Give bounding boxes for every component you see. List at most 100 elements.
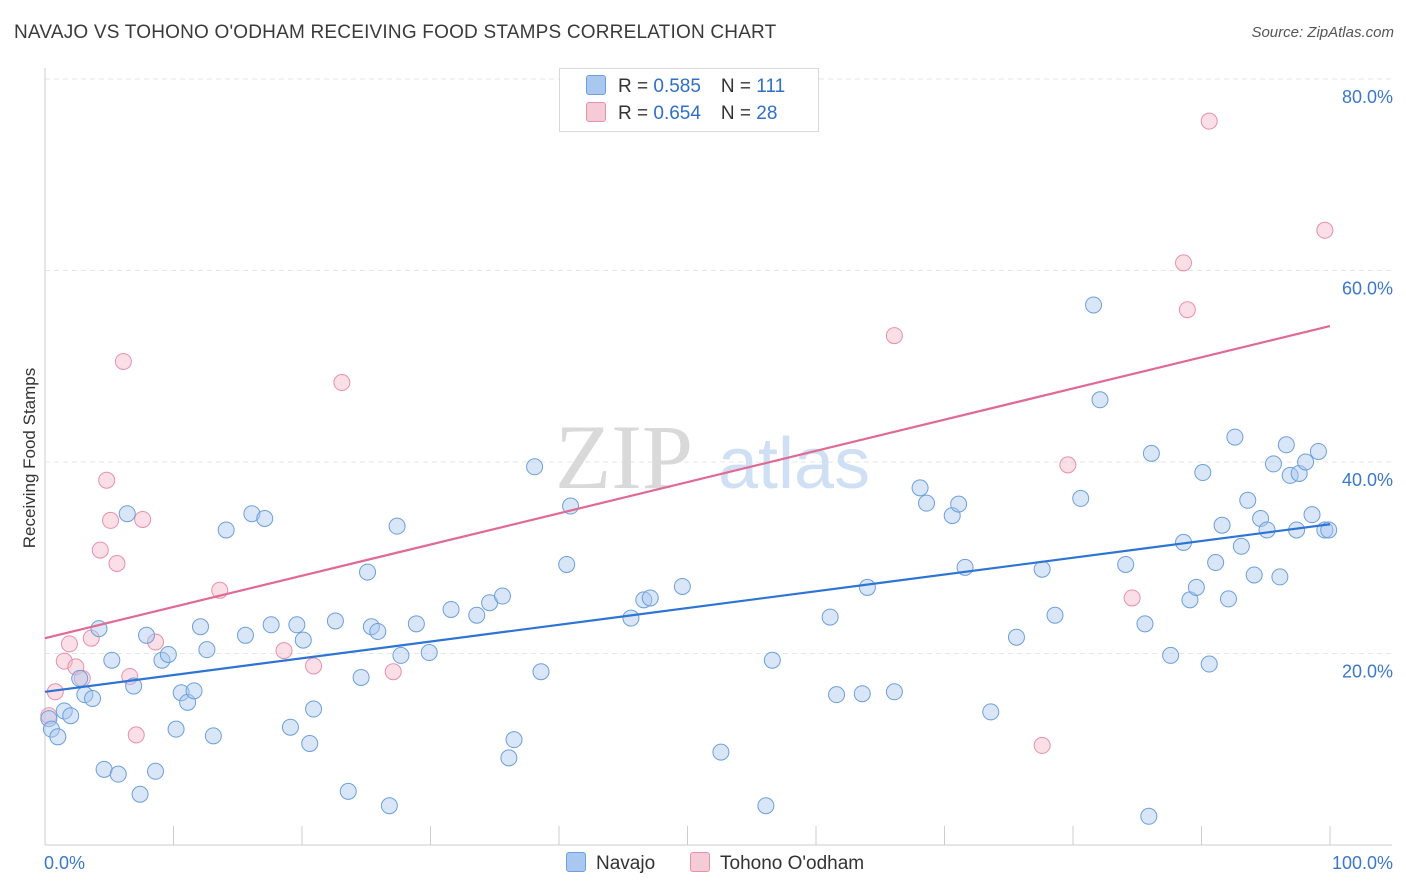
y-tick-label: 80.0% [1342,87,1393,107]
navajo-point [757,797,775,815]
navajo-point [392,646,410,664]
grid-lines [45,78,1392,654]
navajo-point [641,589,659,607]
tick-labels: 20.0% 40.0% 60.0% 80.0% 0.0% 100.0% [44,87,1393,873]
navajo-point [281,718,299,736]
navajo-point [1245,566,1263,584]
navajo-point [1200,655,1218,673]
navajo-point [84,690,102,708]
navajo-point [885,683,903,701]
tohono-point [333,374,351,392]
navajo-point [622,609,640,627]
tohono-point [91,541,109,559]
navajo-point [982,703,1000,721]
legend-swatch-navajo [586,75,606,95]
bottom-legend: Navajo Tohono O'odham [0,852,1406,878]
navajo-point [388,517,406,535]
navajo-point [301,735,319,753]
navajo-point [243,505,261,523]
navajo-point [62,707,80,725]
tohono-point [1200,112,1218,130]
navajo-point [262,616,280,634]
tohono-point [275,642,293,660]
navajo-point [118,505,136,523]
legend-row-navajo: R = 0.585 N = 111 [586,75,785,101]
navajo-point [1142,444,1160,462]
navajo-point [1277,436,1295,454]
legend-swatch-tohono [586,102,606,122]
navajo-point [558,555,576,573]
navajo-point [918,494,936,512]
tohono-point [384,663,402,681]
navajo-point [159,645,177,663]
navajo-point [1213,516,1231,534]
navajo-point [198,641,216,659]
navajo-point [526,458,544,476]
navajo-trend-line [44,523,1331,693]
navajo-point [1309,442,1327,460]
trend-lines [44,324,1331,693]
tohono-point [1316,221,1334,239]
legend-n-navajo: 111 [756,76,786,97]
navajo-point [468,606,486,624]
x-tick-label-min: 0.0% [44,853,85,873]
navajo-point [821,608,839,626]
legend-r-navajo: 0.585 [653,76,701,97]
navajo-point [493,587,511,605]
navajo-point [359,563,377,581]
navajo-point [172,684,190,702]
navajo-point [1046,606,1064,624]
tohono-point [102,511,120,529]
navajo-point [828,686,846,704]
navajo-point [147,762,165,780]
navajo-point [858,578,876,596]
navajo-point [505,731,523,749]
navajo-point [1140,807,1158,825]
legend-n-tohono: 28 [756,103,778,124]
navajo-point [339,782,357,800]
tohono-point [1178,301,1196,319]
navajo-point [71,669,89,687]
bottom-legend-swatch-tohono [690,852,710,872]
navajo-point [500,749,518,767]
navajo-point [153,651,171,669]
navajo-point [109,765,127,783]
navajo-point [853,685,871,703]
navajo-point [1136,615,1154,633]
navajo-point [1226,428,1244,446]
navajo-point [1187,578,1205,596]
navajo-point [1194,464,1212,482]
navajo-point [369,622,387,640]
navajo-point [305,700,323,718]
navajo-point [131,785,149,803]
navajo-point [1207,554,1225,572]
navajo-point [217,521,235,539]
tohono-point [98,471,116,489]
navajo-point [1303,506,1321,524]
navajo-point [288,616,306,634]
tohono-point [1059,456,1077,474]
watermark-zip: ZIP [555,406,693,508]
navajo-point [1091,391,1109,409]
bottom-legend-swatch-navajo [566,852,586,872]
y-tick-label: 60.0% [1342,279,1393,299]
navajo-point [532,663,550,681]
chart-title: NAVAJO VS TOHONO O'ODHAM RECEIVING FOOD … [14,22,777,43]
navajo-point [103,651,121,669]
navajo-point [673,577,691,595]
navajo-point [1239,491,1257,509]
navajo-point [204,727,222,745]
bottom-legend-navajo: Navajo [566,852,655,875]
tohono-point [305,657,323,675]
navajo-point [635,591,653,609]
navajo-point [763,651,781,669]
navajo-point [380,797,398,815]
navajo-point [1162,646,1180,664]
y-tick-label: 20.0% [1342,662,1393,682]
navajo-point [1072,489,1090,507]
tohono-point [1123,589,1141,607]
navajo-point [294,631,312,649]
tohono-point [114,352,132,370]
tohono-trend-line [44,324,1331,640]
